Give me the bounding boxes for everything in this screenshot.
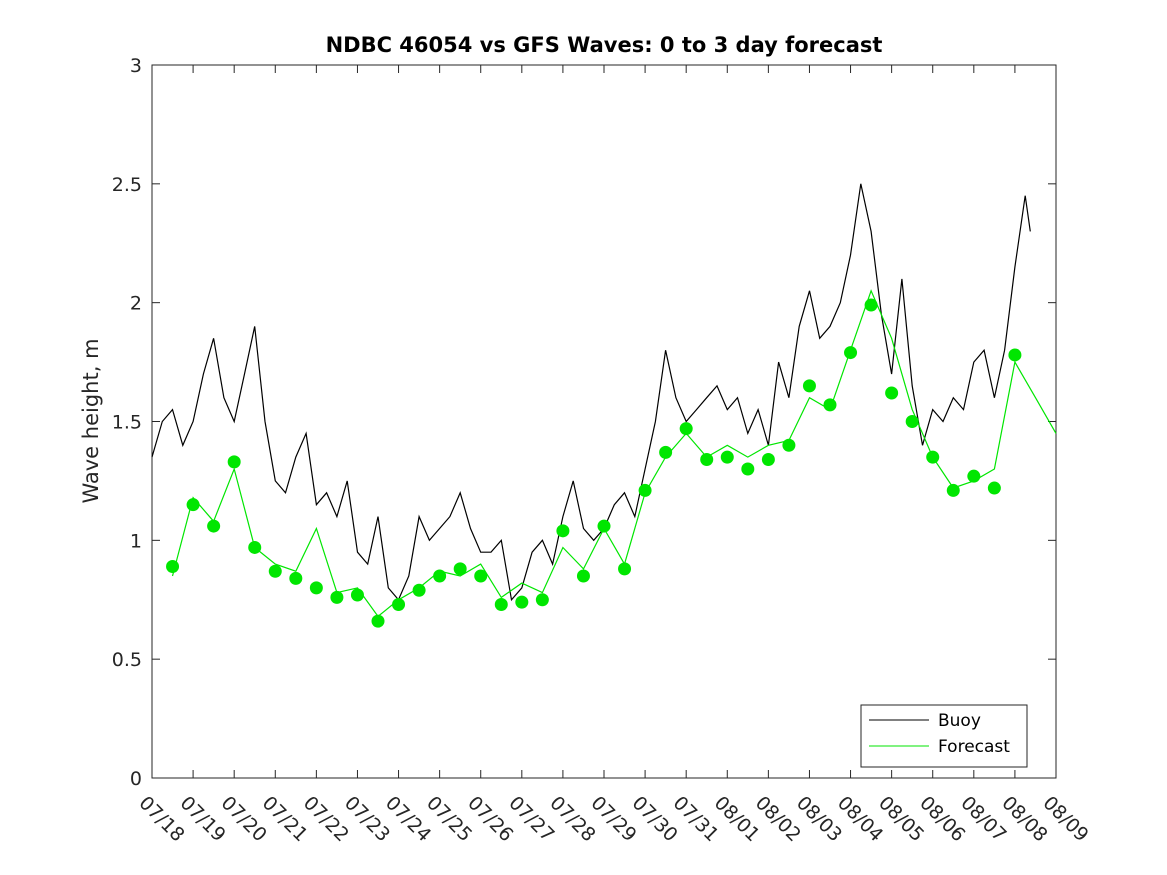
forecast-marker — [207, 519, 221, 533]
forecast-marker — [309, 581, 323, 595]
forecast-marker — [1008, 348, 1022, 362]
y-tick-label: 1 — [130, 530, 142, 552]
forecast-marker — [515, 595, 529, 609]
forecast-marker — [618, 562, 632, 576]
forecast-marker — [268, 564, 282, 578]
forecast-marker — [392, 598, 406, 612]
plot-area: 00.511.522.5307/1807/1907/2007/2107/2207… — [112, 55, 1093, 846]
forecast-marker — [494, 598, 508, 612]
forecast-marker — [782, 438, 796, 452]
forecast-marker — [741, 462, 755, 476]
forecast-marker — [885, 386, 899, 400]
forecast-marker — [186, 498, 200, 512]
y-tick-label: 3 — [130, 55, 142, 77]
forecast-marker — [905, 415, 919, 428]
y-tick-label: 0.5 — [112, 649, 142, 671]
forecast-marker — [679, 422, 693, 436]
legend-label-forecast: Forecast — [938, 737, 1010, 757]
forecast-marker — [844, 346, 858, 360]
forecast-marker — [412, 583, 426, 597]
forecast-marker — [289, 571, 303, 585]
forecast-marker — [166, 559, 180, 573]
forecast-marker — [330, 590, 344, 604]
forecast-marker — [248, 540, 262, 554]
legend-box — [860, 704, 1028, 768]
forecast-marker — [638, 483, 652, 497]
forecast-marker — [926, 450, 940, 464]
legend-label-buoy: Buoy — [938, 711, 981, 731]
forecast-marker — [967, 469, 981, 483]
axes-box — [151, 64, 1057, 779]
forecast-marker — [761, 453, 775, 467]
forecast-marker — [535, 593, 549, 607]
forecast-marker — [700, 453, 714, 467]
legend: Buoy Forecast — [860, 704, 1028, 768]
y-tick-label: 1.5 — [112, 412, 142, 434]
forecast-marker — [823, 398, 837, 412]
forecast-marker — [371, 614, 385, 628]
chart-title: NDBC 46054 vs GFS Waves: 0 to 3 day fore… — [326, 33, 883, 57]
forecast-marker — [227, 455, 241, 469]
y-tick-label: 2.5 — [112, 174, 142, 196]
forecast-marker — [597, 519, 611, 533]
forecast-marker — [987, 481, 1001, 495]
forecast-marker — [453, 562, 467, 576]
forecast-marker — [802, 379, 816, 393]
y-axis-label: Wave height, m — [79, 338, 103, 503]
forecast-marker — [946, 483, 960, 497]
forecast-marker — [720, 450, 734, 464]
forecast-marker — [556, 524, 570, 538]
forecast-marker — [474, 569, 488, 583]
forecast-marker — [433, 569, 447, 583]
forecast-line — [171, 289, 1057, 618]
forecast-marker — [350, 588, 364, 602]
forecast-marker — [864, 298, 878, 312]
forecast-marker — [659, 445, 673, 459]
y-tick-label: 2 — [130, 293, 142, 315]
y-tick-label: 0 — [130, 768, 142, 790]
forecast-marker — [576, 569, 590, 583]
buoy-line — [151, 183, 1031, 602]
